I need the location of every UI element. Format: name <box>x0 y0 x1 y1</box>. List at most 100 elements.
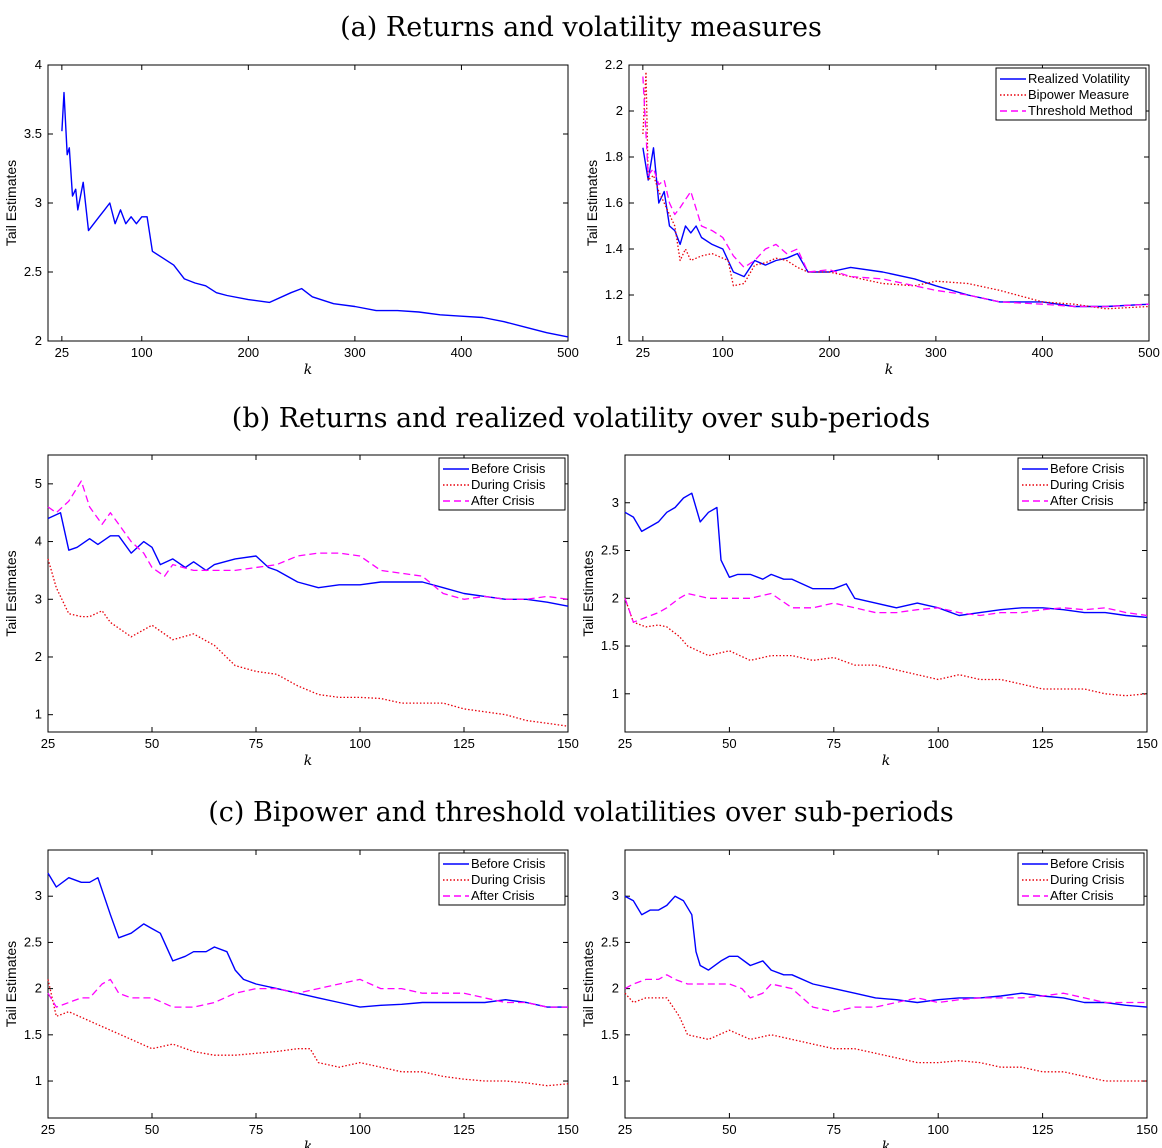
legend-label: Threshold Method <box>1028 103 1133 118</box>
x-tick-label: 150 <box>557 1122 579 1137</box>
y-tick-label: 1 <box>616 333 623 348</box>
chart-b-left: 25 50 75 100 125 150 1 2 3 4 5 k Tail Estimates Befor… <box>3 454 579 769</box>
y-tick-label: 3 <box>612 495 619 510</box>
x-tick-label: 50 <box>145 1122 159 1137</box>
x-tick-label: 50 <box>722 1122 736 1137</box>
series-line-after-crisis <box>47 978 568 1008</box>
legend-label: Before Crisis <box>1050 461 1125 476</box>
axes-box <box>47 454 569 733</box>
y-tick-label: 3.5 <box>24 126 42 141</box>
x-tick-label: 200 <box>237 345 259 360</box>
legend-label: After Crisis <box>1050 888 1114 903</box>
legend-label: After Crisis <box>471 888 535 903</box>
legend-box <box>438 457 566 511</box>
legend-label: Bipower Measure <box>1028 87 1129 102</box>
legend-label: Before Crisis <box>471 856 546 871</box>
x-tick-label: 500 <box>1138 345 1160 360</box>
x-tick-label: 150 <box>557 736 579 751</box>
y-tick-label: 4 <box>35 57 42 72</box>
series-line-during-crisis <box>47 558 569 727</box>
x-tick-label: 25 <box>618 736 632 751</box>
chart-a-left: 25 100 200 300 400 500 2 2.5 3 3.5 4 k Tail Estimate… <box>3 57 579 378</box>
y-tick-label: 5 <box>35 476 42 491</box>
x-axis-label: k <box>304 362 312 378</box>
series-line-after-crisis <box>624 592 1148 623</box>
x-axis-label: k <box>882 1139 890 1148</box>
y-tick-label: 4 <box>35 534 42 549</box>
series-line-after-crisis <box>47 480 569 600</box>
legend-label: After Crisis <box>1050 493 1114 508</box>
series-line-after-crisis <box>624 974 1147 1013</box>
y-tick-label: 1.5 <box>601 638 619 653</box>
chart-b-right: 25 50 75 100 125 150 1 1.5 2 2.5 3 k Tail Estimates B… <box>580 454 1158 769</box>
y-tick-label: 1.6 <box>605 195 623 210</box>
y-tick-label: 2 <box>612 981 619 996</box>
series-line-during-crisis <box>624 598 1148 697</box>
legend-label: Realized Volatility <box>1028 71 1130 86</box>
x-axis-label: k <box>304 1139 312 1148</box>
x-tick-label: 125 <box>1032 736 1054 751</box>
y-axis-label: Tail Estimates <box>3 941 19 1027</box>
y-tick-label: 1.5 <box>24 1027 42 1042</box>
x-tick-label: 300 <box>344 345 366 360</box>
y-tick-label: 1.4 <box>605 241 623 256</box>
y-tick-label: 2.5 <box>601 934 619 949</box>
series-line-before-crisis <box>624 895 1148 1008</box>
series-line-before-crisis <box>624 492 1148 619</box>
x-tick-label: 25 <box>55 345 69 360</box>
legend-box <box>995 67 1147 121</box>
axes-box <box>47 64 569 342</box>
legend-label: After Crisis <box>471 493 535 508</box>
x-tick-label: 100 <box>349 1122 371 1137</box>
y-tick-label: 2 <box>612 590 619 605</box>
x-tick-label: 50 <box>722 736 736 751</box>
x-tick-label: 400 <box>1032 345 1054 360</box>
x-axis-label: k <box>304 753 312 769</box>
x-tick-label: 75 <box>827 736 841 751</box>
y-tick-label: 2 <box>616 103 623 118</box>
x-tick-label: 25 <box>41 736 55 751</box>
series-line-threshold-method <box>642 76 1150 308</box>
axes-box <box>47 849 569 1119</box>
x-tick-label: 25 <box>636 345 650 360</box>
chart-c-right: 25 50 75 100 125 150 1 1.5 2 2.5 3 k Tail Estimates B… <box>580 849 1158 1148</box>
section-title-c: (c) Bipower and threshold volatilities o… <box>208 797 954 828</box>
x-tick-label: 200 <box>818 345 840 360</box>
y-tick-label: 2.2 <box>605 57 623 72</box>
y-axis-label: Tail Estimates <box>580 941 596 1027</box>
y-axis-label: Tail Estimates <box>3 550 19 636</box>
legend-label: During Crisis <box>471 872 546 887</box>
x-tick-label: 100 <box>927 1122 949 1137</box>
x-tick-label: 100 <box>712 345 734 360</box>
x-tick-label: 125 <box>453 736 475 751</box>
x-tick-label: 100 <box>349 736 371 751</box>
x-axis-label: k <box>882 753 890 769</box>
x-tick-label: 125 <box>1032 1122 1054 1137</box>
section-title-a: (a) Returns and volatility measures <box>340 12 822 43</box>
chart-a-right: 25 100 200 300 400 500 1 1.2 1.4 1.6 1.8 2 2.2 k Tail … <box>584 57 1160 378</box>
y-tick-label: 1 <box>35 707 42 722</box>
y-tick-label: 3 <box>35 888 42 903</box>
y-tick-label: 2.5 <box>601 543 619 558</box>
y-axis-label: Tail Estimates <box>3 160 19 246</box>
x-tick-label: 150 <box>1136 1122 1158 1137</box>
x-tick-label: 75 <box>249 1122 263 1137</box>
y-tick-label: 1 <box>35 1073 42 1088</box>
y-tick-label: 1 <box>612 1073 619 1088</box>
x-tick-label: 500 <box>557 345 579 360</box>
legend-label: During Crisis <box>1050 477 1125 492</box>
x-tick-label: 75 <box>827 1122 841 1137</box>
y-tick-label: 3 <box>35 195 42 210</box>
series-line-before-crisis <box>47 872 568 1008</box>
x-tick-label: 300 <box>925 345 947 360</box>
y-tick-label: 1.8 <box>605 149 623 164</box>
y-tick-label: 2 <box>35 981 42 996</box>
x-tick-label: 75 <box>249 736 263 751</box>
chart-c-left: 25 50 75 100 125 150 1 1.5 2 2.5 3 k Tail Estimates B… <box>3 849 579 1148</box>
x-tick-label: 400 <box>451 345 473 360</box>
x-tick-label: 125 <box>453 1122 475 1137</box>
